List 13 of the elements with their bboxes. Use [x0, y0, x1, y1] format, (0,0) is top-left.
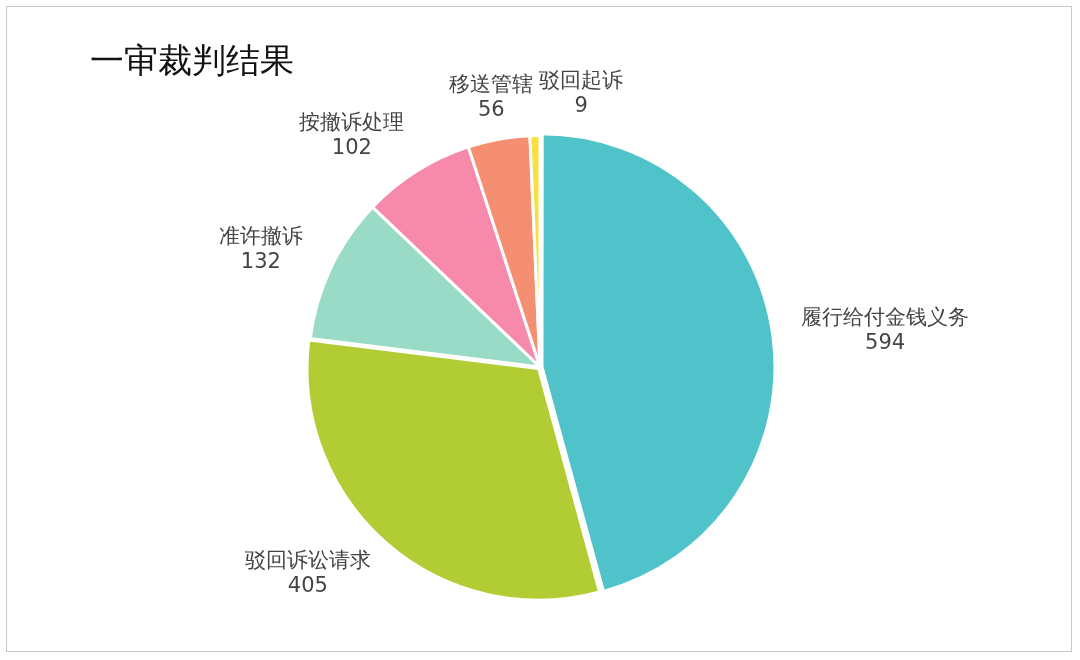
slice-label: 驳回诉讼请求 — [244, 548, 371, 573]
data-label: 9 — [574, 93, 588, 118]
data-label: 405 — [287, 573, 328, 598]
slice-label: 驳回起诉 — [539, 68, 624, 93]
slice-label: 按撤诉处理 — [299, 109, 405, 134]
data-label: 594 — [865, 330, 906, 355]
chart-title: 一审裁判结果 — [90, 39, 294, 82]
data-label: 132 — [240, 249, 281, 274]
slice-label: 履行给付金钱义务 — [801, 305, 970, 330]
data-label: 102 — [331, 134, 372, 159]
data-label: 56 — [477, 97, 505, 122]
slice-label: 准许撤诉 — [218, 224, 303, 249]
slice-label: 移送管辖 — [449, 72, 534, 97]
